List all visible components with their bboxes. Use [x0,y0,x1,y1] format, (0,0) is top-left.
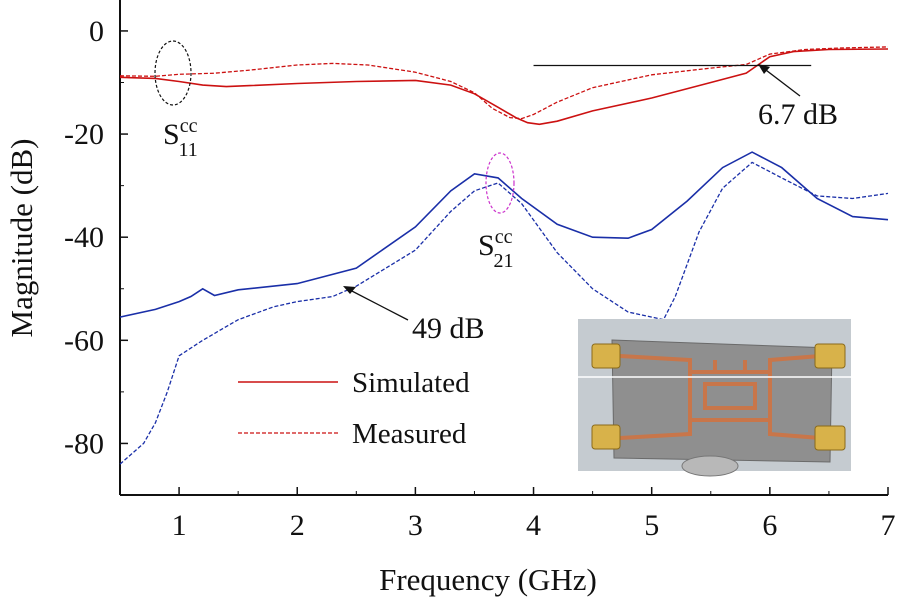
series-1 [119,46,889,120]
series-line-1 [119,46,889,120]
x-tick-label-5: 5 [644,509,659,542]
annotations: 6.7 dB 49 dB Scc 11 Scc 21 [154,40,838,345]
inset-coin [681,455,739,477]
inset-photo [578,319,851,477]
y-tick-label--40: -40 [64,221,104,254]
y-tick-label--20: -20 [64,118,104,151]
series-2 [119,151,889,318]
x-tick-label-2: 2 [290,509,305,542]
x-tick-label-1: 1 [172,509,187,542]
x-tick-label-6: 6 [762,509,777,542]
annotation-6-7-db: 6.7 dB [758,98,838,131]
legend-measured-label: Measured [352,418,467,450]
x-tick-label-7: 7 [881,509,896,542]
x-tick-label-3: 3 [408,509,423,542]
inset-traces [619,354,821,440]
legend-simulated-label: Simulated [352,367,470,399]
s11-ellipse [154,40,192,106]
s21-ellipse [485,152,515,214]
y-tick-label--80: -80 [64,427,104,460]
s11-label: Scc 11 [163,115,198,161]
arrow-49-head [343,286,356,294]
series-line-0 [119,48,889,126]
s21-label: Scc 21 [478,226,513,272]
inset-board [611,339,833,463]
inset-connectors [591,343,846,451]
x-axis-title: Frequency (GHz) [379,562,597,597]
y-tick-label-0: 0 [89,15,104,48]
y-axis-title: Magnitude (dB) [4,139,39,338]
y-tick-label--60: -60 [64,324,104,357]
arrow-67-line [761,66,801,97]
arrow-67-head [758,64,770,74]
ticks: 1 2 3 4 5 6 7 0 -20 -40 -60 -80 [64,15,896,542]
annotation-49-db: 49 dB [412,312,485,345]
series-0 [119,48,889,126]
arrow-49-line [347,288,409,321]
series-line-2 [119,151,889,318]
legend: Simulated Measured [238,367,470,450]
series-layer [119,46,889,465]
x-tick-label-4: 4 [526,509,541,542]
